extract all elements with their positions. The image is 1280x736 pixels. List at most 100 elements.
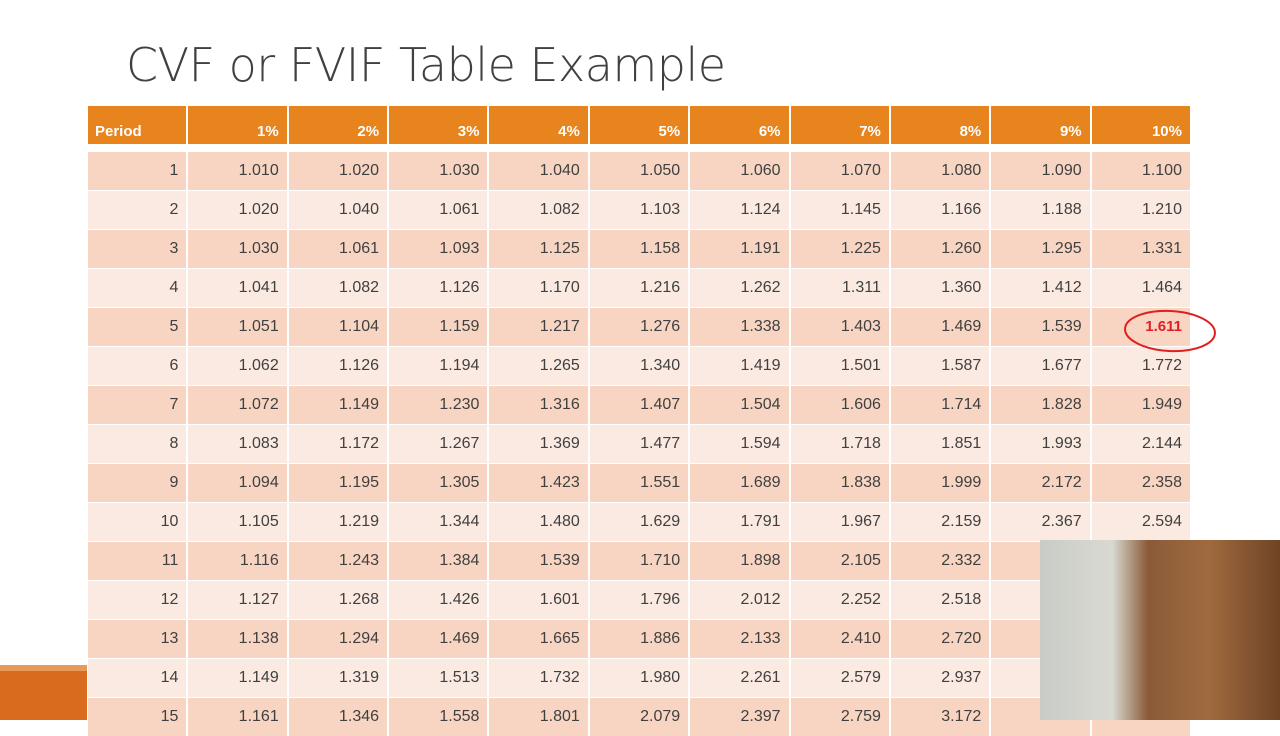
table-row: 3 1.030 1.061 1.093 1.125 1.158 1.191 1.225 1.26…: [88, 230, 1192, 268]
table-cell: 1.689: [690, 464, 791, 502]
table-cell: 1.159: [389, 308, 490, 346]
table-cell: 2.105: [791, 542, 891, 580]
table-cell: 1.294: [289, 620, 390, 658]
table-cell: 1.100: [1092, 152, 1192, 190]
table-cell: 1.346: [289, 698, 390, 736]
table-cell: 1.243: [289, 542, 390, 580]
table-cell: 1.331: [1092, 230, 1192, 268]
table-cell: 1.225: [791, 230, 891, 268]
table-cell: 3.172: [891, 698, 992, 736]
table-cell: 1.080: [891, 152, 992, 190]
table-cell: 1.194: [389, 347, 490, 385]
table-cell: 2.358: [1092, 464, 1192, 502]
table-cell: 1.967: [791, 503, 891, 541]
table-cell: 1.149: [188, 659, 289, 697]
table-cell: 1.070: [791, 152, 891, 190]
table-cell: 1.993: [991, 425, 1092, 463]
table-cell: 1.010: [188, 152, 289, 190]
table-cell: 1.999: [891, 464, 992, 502]
table-cell: 2.720: [891, 620, 992, 658]
table-cell: 2.518: [891, 581, 992, 619]
table-cell: 1.469: [891, 308, 992, 346]
table-cell: 2.937: [891, 659, 992, 697]
table-cell: 1.732: [489, 659, 590, 697]
table-cell: 2.332: [891, 542, 992, 580]
table-cell: 1.601: [489, 581, 590, 619]
table-cell: 14: [88, 659, 189, 697]
table-cell: 1.170: [489, 269, 590, 307]
table-row: 15 1.161 1.346 1.558 1.801 2.079 2.397 2.759 3.1…: [88, 698, 1192, 736]
table-cell: 2.759: [791, 698, 891, 736]
table-cell: 1.127: [188, 581, 289, 619]
table-cell: 1.124: [690, 191, 791, 229]
table-cell: 1.791: [690, 503, 791, 541]
table-cell: 1.061: [389, 191, 490, 229]
column-header: 5%: [590, 106, 691, 144]
column-header: 6%: [690, 106, 791, 144]
table-cell: 8: [88, 425, 189, 463]
table-cell: 2.367: [991, 503, 1092, 541]
table-cell: 1.714: [891, 386, 992, 424]
table-cell: 1.796: [590, 581, 691, 619]
header-row: Period 1% 2% 3% 4% 5% 6% 7% 8% 9% 10%: [88, 106, 1192, 144]
table-cell: 1.407: [590, 386, 691, 424]
table-row: 9 1.094 1.195 1.305 1.423 1.551 1.689 1.838 1.99…: [88, 464, 1192, 502]
table-cell: 1.191: [690, 230, 791, 268]
table-cell: 2.079: [590, 698, 691, 736]
table-cell: 1.260: [891, 230, 992, 268]
table-cell: 1.103: [590, 191, 691, 229]
table-cell: 2.410: [791, 620, 891, 658]
table-cell: 1.319: [289, 659, 390, 697]
table-row: 8 1.083 1.172 1.267 1.369 1.477 1.594 1.718 1.85…: [88, 425, 1192, 463]
table-cell: 1.230: [389, 386, 490, 424]
table-cell: 2.594: [1092, 503, 1192, 541]
table-cell: 1.501: [791, 347, 891, 385]
table-cell: 1.116: [188, 542, 289, 580]
table-cell: 4: [88, 269, 189, 307]
table-cell: 1.094: [188, 464, 289, 502]
table-cell: 1.629: [590, 503, 691, 541]
table-cell: 1.104: [289, 308, 390, 346]
table-cell: 1.267: [389, 425, 490, 463]
table-cell: 1.149: [289, 386, 390, 424]
table-cell: 1.030: [389, 152, 490, 190]
webcam-overlay: [1040, 540, 1280, 720]
table-cell: 1.344: [389, 503, 490, 541]
table-cell: 1.041: [188, 269, 289, 307]
table-cell: 1.040: [489, 152, 590, 190]
table-cell: 1.851: [891, 425, 992, 463]
table-cell: 12: [88, 581, 189, 619]
table-cell: 1.316: [489, 386, 590, 424]
table-cell: 1.677: [991, 347, 1092, 385]
column-header: 9%: [991, 106, 1092, 144]
table-cell: 1.311: [791, 269, 891, 307]
table-cell: 1.145: [791, 191, 891, 229]
table-cell: 1.338: [690, 308, 791, 346]
table-cell: 1.166: [891, 191, 992, 229]
slide-decoration: [0, 665, 87, 720]
table-cell: 1.062: [188, 347, 289, 385]
table-cell: 1.188: [991, 191, 1092, 229]
table-row: 13 1.138 1.294 1.469 1.665 1.886 2.133 2.410 2.7…: [88, 620, 1192, 658]
table-cell: 1.050: [590, 152, 691, 190]
table-cell: 1.419: [690, 347, 791, 385]
table-cell: 1.126: [289, 347, 390, 385]
table-cell: 1.060: [690, 152, 791, 190]
table-cell: 1.801: [489, 698, 590, 736]
column-header: 8%: [891, 106, 992, 144]
table-cell: 1.558: [389, 698, 490, 736]
table-cell: 1.125: [489, 230, 590, 268]
table-cell: 1.262: [690, 269, 791, 307]
table-cell: 1.606: [791, 386, 891, 424]
table-cell: 1.539: [489, 542, 590, 580]
table-cell: 1.539: [991, 308, 1092, 346]
table-cell: 1.886: [590, 620, 691, 658]
table-row: 2 1.020 1.040 1.061 1.082 1.103 1.124 1.145 1.16…: [88, 191, 1192, 229]
table-cell: 1.105: [188, 503, 289, 541]
table-cell: 1.090: [991, 152, 1092, 190]
table-cell: 2.012: [690, 581, 791, 619]
table-cell: 6: [88, 347, 189, 385]
table-cell: 1: [88, 152, 189, 190]
table-cell: 1.980: [590, 659, 691, 697]
table-cell: 2.133: [690, 620, 791, 658]
